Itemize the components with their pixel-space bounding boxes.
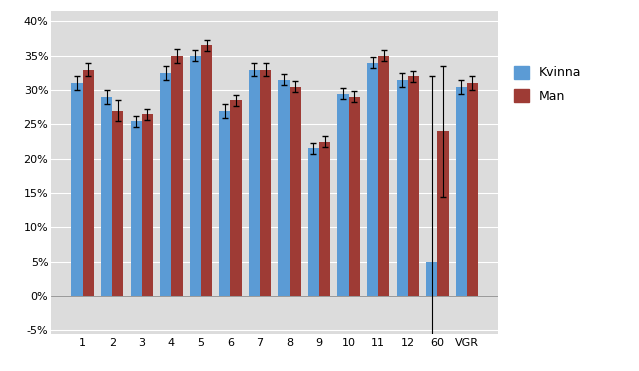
Bar [249,69,260,296]
Bar [349,97,360,296]
Bar [201,46,212,296]
Bar [308,148,319,296]
Bar [160,73,171,296]
Bar [397,80,408,296]
Bar [171,56,183,296]
Bar [190,56,201,296]
Legend: Kvinna, Man: Kvinna, Man [514,66,581,103]
Bar [231,101,242,296]
Bar [260,69,271,296]
Bar [289,87,301,296]
Bar [408,76,419,296]
Bar [319,142,330,296]
Bar [101,97,112,296]
Bar [82,69,94,296]
Bar [142,114,153,296]
Bar [426,262,437,296]
Bar [337,93,349,296]
Bar [112,111,123,296]
Bar [279,80,289,296]
Bar [378,56,389,296]
Bar [437,131,449,296]
Bar [456,87,467,296]
Bar [130,121,142,296]
Bar [467,83,478,296]
Bar [367,63,378,296]
Bar [72,83,82,296]
Bar [219,111,231,296]
